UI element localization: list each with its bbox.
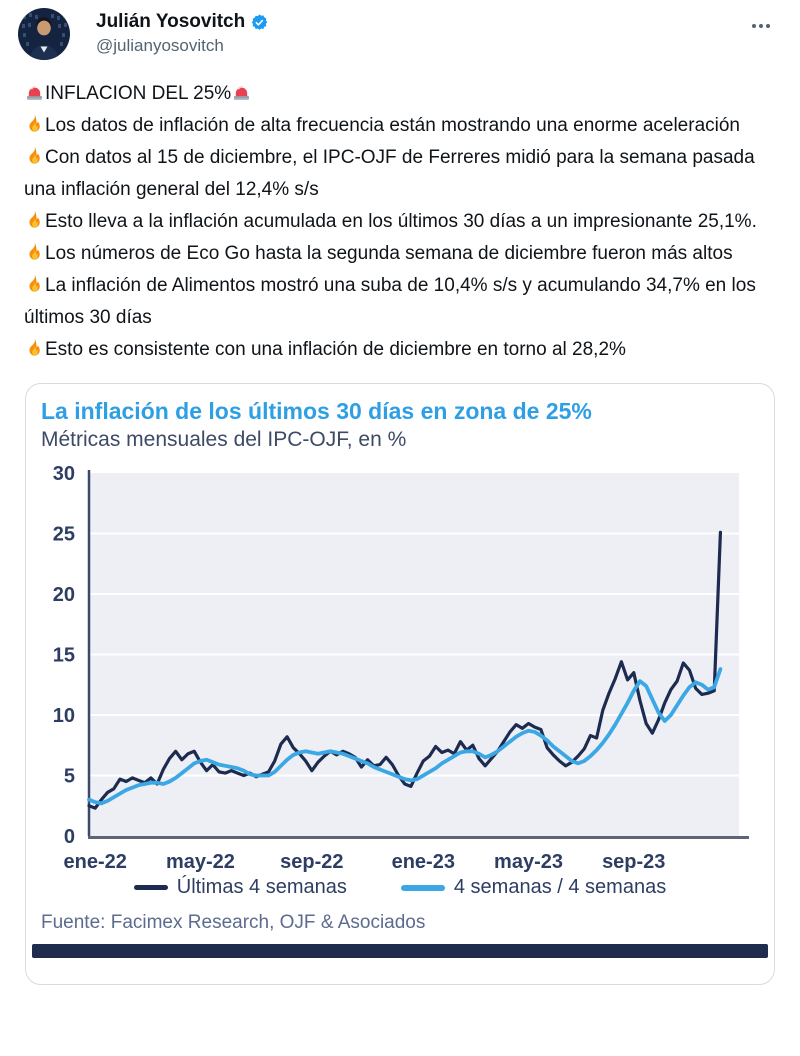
chart-legend: Últimas 4 semanas 4 semanas / 4 semanas — [26, 876, 774, 899]
verified-badge-icon — [251, 13, 268, 30]
avatar[interactable] — [18, 8, 70, 60]
svg-text:0: 0 — [64, 826, 75, 848]
svg-text:15: 15 — [53, 645, 75, 667]
legend-swatch-navy — [133, 885, 168, 890]
svg-text:20: 20 — [53, 584, 75, 606]
user-handle[interactable]: @julianyosovitch — [96, 36, 224, 55]
profile-name-block[interactable]: Julián Yosovitch @julianyosovitch — [96, 11, 269, 56]
tweet-paragraph: Los datos de inflación de alta frecuenci… — [24, 110, 774, 142]
fire-icon — [24, 113, 45, 134]
svg-text:may-23: may-23 — [494, 851, 563, 872]
fire-icon — [24, 273, 45, 294]
fire-icon — [24, 209, 45, 230]
fire-icon — [24, 241, 45, 262]
fire-icon — [24, 145, 45, 166]
chart-card[interactable]: La inflación de los últimos 30 días en z… — [25, 383, 775, 985]
svg-text:may-22: may-22 — [166, 851, 235, 872]
svg-text:ene-22: ene-22 — [64, 851, 127, 872]
tweet-paragraph: INFLACION DEL 25% — [24, 78, 774, 110]
svg-text:sep-23: sep-23 — [602, 851, 665, 872]
legend-label: 4 semanas / 4 semanas — [453, 876, 667, 898]
tweet-paragraph-text: La inflación de Alimentos mostró una sub… — [24, 275, 756, 328]
tweet-paragraph-text: Con datos al 15 de diciembre, el IPC-OJF… — [24, 147, 755, 200]
tweet-paragraph: Con datos al 15 de diciembre, el IPC-OJF… — [24, 142, 774, 206]
siren-icon — [231, 81, 252, 102]
chart-title: La inflación de los últimos 30 días en z… — [41, 398, 592, 424]
siren-icon — [24, 81, 45, 102]
tweet-text: INFLACION DEL 25% Los datos de inflación … — [0, 72, 800, 366]
fire-icon — [24, 337, 45, 358]
tweet-paragraph: Esto lleva a la inflación acumulada en l… — [24, 206, 774, 238]
legend-swatch-lightblue — [400, 884, 445, 891]
svg-text:10: 10 — [53, 705, 75, 727]
inflation-line-chart: 0 5 10 15 20 25 30 ene-22 may-22 sep-22 ene-23 may-… — [53, 463, 749, 872]
tweet-header: Julián Yosovitch @julianyosovitch — [0, 0, 800, 72]
chart-subtitle: Métricas mensuales del IPC-OJF, en % — [41, 428, 407, 451]
tweet-paragraph: Los números de Eco Go hasta la segunda s… — [24, 238, 774, 270]
legend-label: Últimas 4 semanas — [176, 876, 347, 898]
card-footer-bar — [32, 944, 768, 958]
svg-text:5: 5 — [64, 766, 75, 788]
tweet-paragraph-text: Esto es consistente con una inflación de… — [45, 339, 626, 360]
chart-source: Fuente: Facimex Research, OJF & Asociado… — [41, 912, 426, 933]
legend-item-ultimas-4-semanas: Últimas 4 semanas — [133, 876, 347, 899]
tweet-paragraph-text: Esto lleva a la inflación acumulada en l… — [45, 211, 757, 232]
display-name[interactable]: Julián Yosovitch — [96, 11, 246, 32]
tweet-paragraph-text: Los números de Eco Go hasta la segunda s… — [45, 243, 733, 264]
tweet-paragraph: Esto es consistente con una inflación de… — [24, 334, 774, 366]
more-button[interactable] — [748, 20, 774, 32]
avatar-image — [18, 8, 70, 60]
svg-text:sep-22: sep-22 — [280, 851, 343, 872]
tweet-paragraph-text: INFLACION DEL 25% — [45, 83, 232, 104]
tweet-paragraph-text: Los datos de inflación de alta frecuenci… — [45, 115, 740, 136]
legend-item-4-semanas-4-semanas: 4 semanas / 4 semanas — [400, 876, 667, 899]
svg-text:25: 25 — [53, 524, 75, 546]
svg-text:ene-23: ene-23 — [392, 851, 455, 872]
svg-text:30: 30 — [53, 463, 75, 485]
tweet-paragraph: La inflación de Alimentos mostró una sub… — [24, 270, 774, 334]
